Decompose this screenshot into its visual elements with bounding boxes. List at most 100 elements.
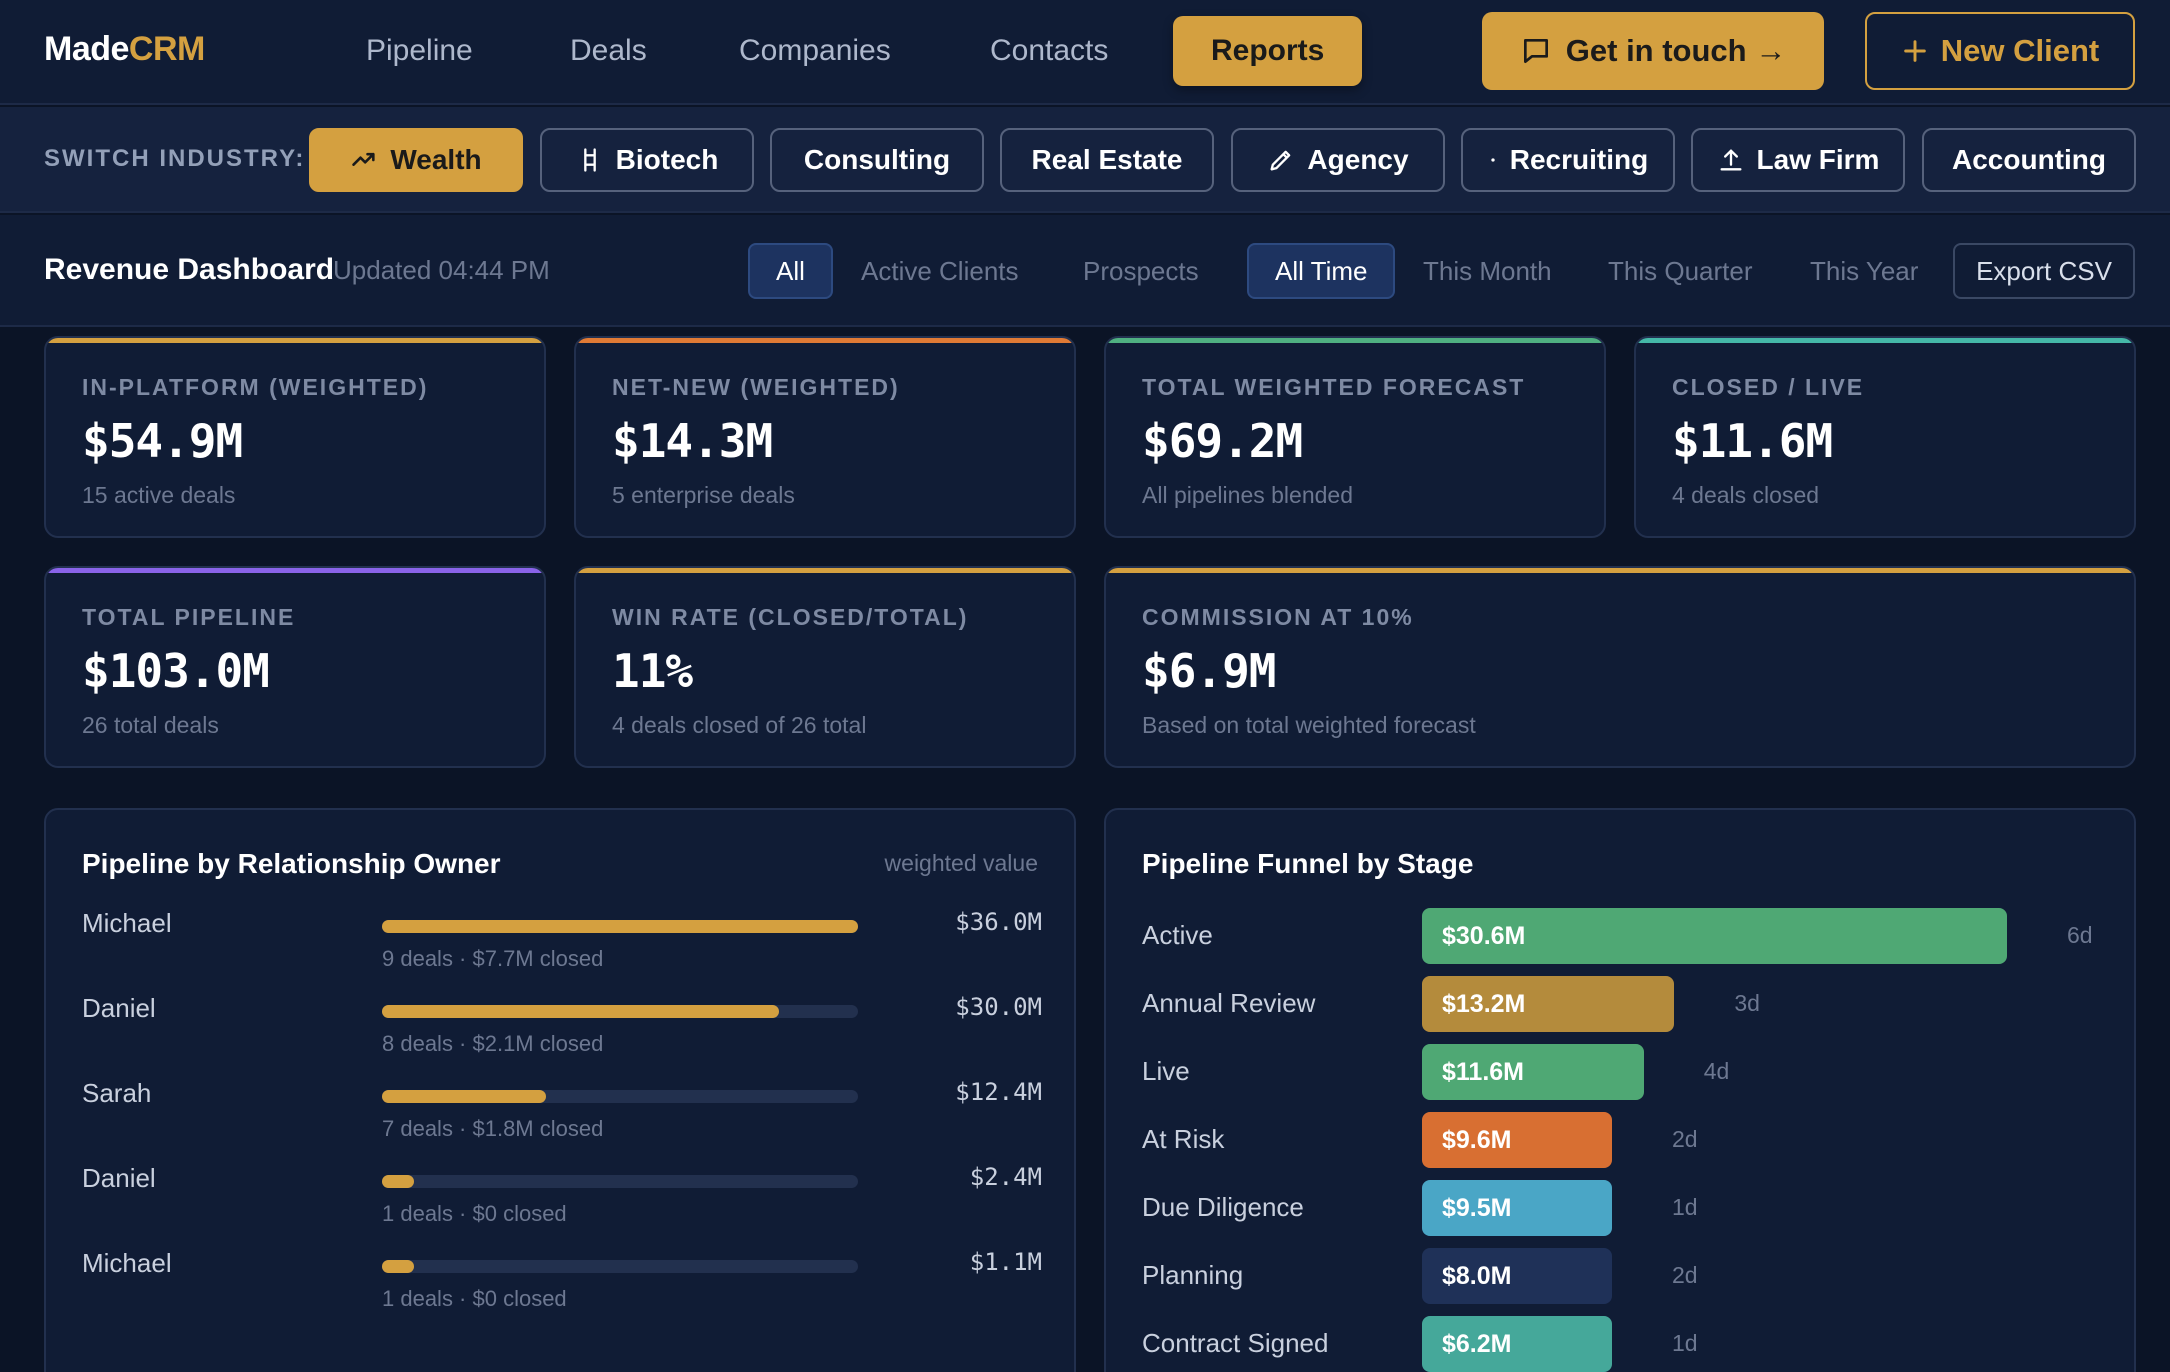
brand-name-accent: CRM: [128, 30, 205, 68]
stat-subtitle: All pipelines blended: [1142, 482, 1353, 508]
industry-chip-real-estate[interactable]: Real Estate: [1000, 128, 1214, 192]
filter-this-month[interactable]: This Month: [1423, 256, 1552, 286]
upload-icon: [1720, 149, 1742, 171]
stat-card-total-pipeline: TOTAL PIPELINE $103.0M 26 total deals: [44, 566, 546, 768]
industry-chip-recruiting[interactable]: Recruiting: [1461, 128, 1675, 192]
get-in-touch-button[interactable]: Get in touch →: [1482, 12, 1824, 90]
filter-active-clients[interactable]: Active Clients: [861, 256, 1019, 286]
stat-value: $103.0M: [82, 644, 270, 698]
owner-meta: 8 deals · $2.1M closed: [382, 1031, 604, 1056]
trend-up-icon: [352, 152, 375, 166]
industry-chip-agency[interactable]: Agency: [1231, 128, 1445, 192]
owner-bar-fill: [382, 1005, 779, 1018]
stat-value: $14.3M: [612, 414, 773, 468]
stage-days: 1d: [1672, 1330, 1698, 1356]
filter-all-time[interactable]: All Time: [1247, 243, 1396, 299]
owner-name: Sarah: [82, 1078, 152, 1108]
stat-label: TOTAL WEIGHTED FORECAST: [1142, 374, 1526, 400]
stat-value: $54.9M: [82, 414, 243, 468]
owner-bar-fill: [382, 1175, 414, 1188]
card-accent-line: [576, 338, 1074, 343]
industry-chip-law-firm[interactable]: Law Firm: [1691, 128, 1905, 192]
stat-card-in-platform: IN-PLATFORM (WEIGHTED) $54.9M 15 active …: [44, 336, 546, 538]
industry-chip-label: Recruiting: [1509, 144, 1649, 175]
stage-days: 1d: [1672, 1194, 1698, 1220]
chat-bubble-icon: [1523, 39, 1548, 63]
industry-chip-label: Law Firm: [1756, 144, 1880, 175]
filter-prospects[interactable]: Prospects: [1083, 256, 1199, 286]
dot-icon: [1491, 158, 1495, 162]
new-client-label: New Client: [1940, 33, 2100, 68]
panel-title: Pipeline by Relationship Owner: [82, 848, 501, 879]
stat-subtitle: Based on total weighted forecast: [1142, 712, 1476, 738]
stat-card-closed-live: CLOSED / LIVE $11.6M 4 deals closed: [1634, 336, 2136, 538]
funnel-stage-row[interactable]: Active $30.6M 6d: [1142, 908, 2102, 964]
stage-days: 6d: [2067, 922, 2093, 948]
export-csv-button[interactable]: Export CSV: [1953, 243, 2135, 299]
industry-chip-biotech[interactable]: Biotech: [540, 128, 754, 192]
filter-this-quarter[interactable]: This Quarter: [1608, 256, 1753, 286]
stage-bar: $9.6M: [1422, 1112, 1612, 1168]
card-accent-line: [46, 568, 544, 573]
funnel-stage-row[interactable]: Annual Review $13.2M 3d: [1142, 976, 2102, 1032]
card-accent-line: [1106, 568, 2134, 573]
industry-chip-label: Accounting: [1952, 144, 2106, 175]
funnel-stage-row[interactable]: Planning $8.0M 2d: [1142, 1248, 2102, 1304]
nav-reports[interactable]: Reports: [1173, 16, 1363, 86]
funnel-stage-row[interactable]: Contract Signed $6.2M 1d: [1142, 1316, 2102, 1372]
get-in-touch-label: Get in touch →: [1565, 33, 1787, 68]
stat-card-win-rate: WIN RATE (CLOSED/TOTAL) 11% 4 deals clos…: [574, 566, 1076, 768]
owner-row[interactable]: Daniel $30.0M 8 deals · $2.1M closed: [82, 993, 1042, 1073]
stat-card-net-new: NET-NEW (WEIGHTED) $14.3M 5 enterprise d…: [574, 336, 1076, 538]
owner-bar-fill: [382, 1090, 546, 1103]
industry-chip-wealth[interactable]: Wealth: [309, 128, 523, 192]
pipeline-by-owner-panel: Pipeline by Relationship Owner weighted …: [44, 808, 1076, 1372]
pipeline-funnel-panel: Pipeline Funnel by Stage Active $30.6M 6d A…: [1104, 808, 2136, 1372]
stat-subtitle: 5 enterprise deals: [612, 482, 795, 508]
filter-all[interactable]: All: [748, 243, 833, 299]
owner-row[interactable]: Sarah $12.4M 7 deals · $1.8M closed: [82, 1078, 1042, 1158]
industry-chip-accounting[interactable]: Accounting: [1922, 128, 2136, 192]
brand-logo[interactable]: MadeCRM: [44, 30, 205, 69]
stat-subtitle: 26 total deals: [82, 712, 219, 738]
stage-bar: $13.2M: [1422, 976, 1675, 1032]
funnel-stage-row[interactable]: Live $11.6M 4d: [1142, 1044, 2102, 1100]
owner-bar-track: [382, 920, 858, 933]
owner-bar-track: [382, 1260, 858, 1273]
stat-value: $11.6M: [1672, 414, 1833, 468]
stat-subtitle: 15 active deals: [82, 482, 236, 508]
industry-chip-label: Wealth: [390, 144, 482, 175]
funnel-stage-row[interactable]: Due Diligence $9.5M 1d: [1142, 1180, 2102, 1236]
stage-days: 2d: [1672, 1262, 1698, 1288]
owner-meta: 1 deals · $0 closed: [382, 1286, 567, 1311]
stat-label: NET-NEW (WEIGHTED): [612, 374, 900, 400]
owner-row[interactable]: Daniel $2.4M 1 deals · $0 closed: [82, 1163, 1042, 1243]
nav-deals[interactable]: Deals: [570, 34, 647, 67]
owner-row[interactable]: Michael $36.0M 9 deals · $7.7M closed: [82, 908, 1042, 988]
owner-value: $36.0M: [955, 908, 1042, 936]
stage-bar: $6.2M: [1422, 1316, 1612, 1372]
brand-name: Made: [44, 30, 129, 68]
owner-row[interactable]: Michael $1.1M 1 deals · $0 closed: [82, 1248, 1042, 1328]
owner-value: $30.0M: [955, 993, 1042, 1021]
industry-chip-consulting[interactable]: Consulting: [770, 128, 984, 192]
owner-bar-track: [382, 1005, 858, 1018]
stage-name: Live: [1142, 1056, 1190, 1086]
dashboard-header: Revenue Dashboard Updated 04:44 PM All A…: [0, 215, 2170, 327]
page-title: Revenue Dashboard: [44, 253, 335, 286]
stat-label: WIN RATE (CLOSED/TOTAL): [612, 604, 969, 630]
owner-bar-track: [382, 1090, 858, 1103]
new-client-button[interactable]: New Client: [1865, 12, 2135, 90]
top-navigation: MadeCRM Pipeline Deals Companies Contact…: [0, 0, 2170, 105]
owner-name: Daniel: [82, 1163, 156, 1193]
stat-subtitle: 4 deals closed of 26 total: [612, 712, 867, 738]
plus-icon: [1903, 40, 1926, 62]
funnel-stage-row[interactable]: At Risk $9.6M 2d: [1142, 1112, 2102, 1168]
nav-contacts[interactable]: Contacts: [990, 34, 1109, 67]
owner-name: Michael: [82, 908, 172, 938]
filter-this-year[interactable]: This Year: [1810, 256, 1919, 286]
nav-companies[interactable]: Companies: [739, 34, 891, 67]
panel-title: Pipeline Funnel by Stage: [1142, 848, 1474, 879]
nav-pipeline[interactable]: Pipeline: [366, 34, 473, 67]
stage-name: Contract Signed: [1142, 1328, 1329, 1358]
